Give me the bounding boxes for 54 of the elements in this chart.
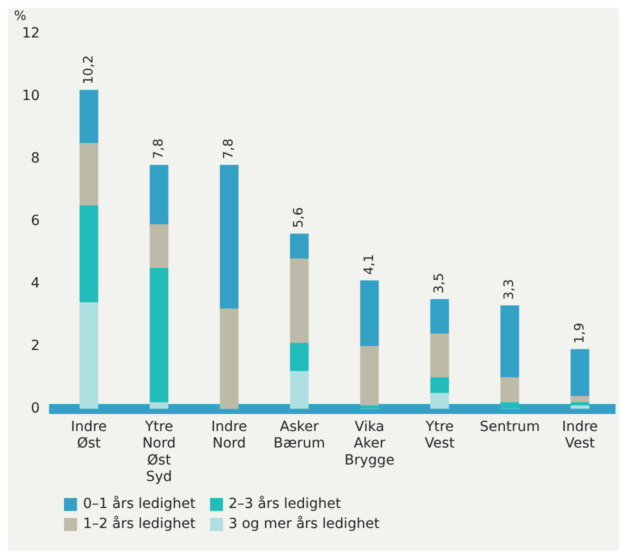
y-axis-title: %: [14, 8, 26, 24]
total-label: 3,3: [502, 279, 518, 300]
legend-label: 2–3 års ledighet: [228, 496, 341, 512]
x-tick-label: Asker Bærum: [274, 418, 326, 452]
bar: [150, 402, 168, 409]
y-tick-label: 12: [22, 26, 40, 42]
x-tick-label: Indre Vest: [562, 418, 598, 452]
bar: [220, 308, 239, 409]
total-label: 5,6: [292, 207, 307, 228]
y-tick-label: 8: [30, 150, 40, 167]
total-label: 4,1: [362, 254, 377, 275]
bar: [80, 205, 98, 303]
x-tick-label: Vika Aker Brygge: [344, 418, 395, 468]
bar: [290, 258, 309, 344]
y-tick-label: 6: [30, 213, 40, 230]
bar: [500, 377, 520, 403]
bar: [150, 268, 168, 403]
bar: [150, 164, 168, 225]
total-label: 7,8: [151, 138, 166, 160]
y-tick-label: 0: [30, 400, 40, 416]
x-tick-label: Indre Øst: [70, 418, 107, 452]
bar: [360, 405, 379, 409]
total-label: 1,9: [572, 322, 588, 344]
bar: [500, 402, 520, 409]
x-tick-label: Indre Nord: [211, 418, 248, 452]
bar: [430, 334, 449, 378]
bar: [430, 377, 449, 394]
y-tick-label: 10: [22, 88, 40, 104]
y-tick-label: 4: [30, 276, 40, 292]
bar: [80, 302, 98, 409]
y-tick-label: 2: [30, 338, 40, 354]
total-label: 3,5: [432, 272, 448, 294]
bar: [360, 280, 379, 347]
bar: [80, 90, 98, 144]
bar: [500, 305, 520, 378]
bar: [290, 342, 309, 372]
bar: [430, 392, 449, 409]
total-label: 7,8: [222, 138, 237, 160]
bar: [570, 349, 590, 397]
legend-label: 0–1 års ledighet: [83, 496, 196, 512]
bar: [220, 164, 239, 310]
bar: [430, 299, 449, 334]
bar: [360, 346, 379, 406]
x-tick-label: Ytre Nord Øst Syd: [142, 418, 176, 486]
bar: [290, 370, 309, 409]
bar: [150, 224, 168, 269]
bar: [290, 234, 309, 260]
legend-label: 1–2 års ledighet: [83, 516, 196, 532]
x-tick-label: Sentrum: [480, 418, 540, 435]
bar: [80, 142, 98, 206]
bar: [570, 402, 590, 406]
legend-label: 3 og mer års ledighet: [228, 516, 380, 532]
total-label: 10,2: [81, 55, 96, 84]
x-tick-label: Ytre Vest: [424, 418, 456, 452]
